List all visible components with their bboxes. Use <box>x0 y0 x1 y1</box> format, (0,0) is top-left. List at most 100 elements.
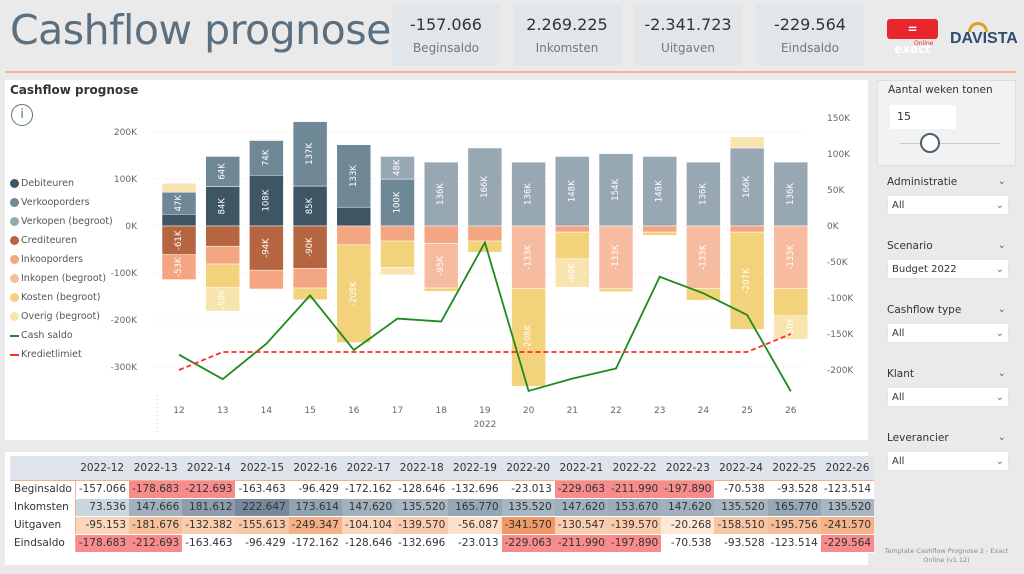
legend-label: Inkopen (begroot) <box>21 273 107 284</box>
bar-segment <box>336 244 372 343</box>
legend-label: Kredietlimiet <box>21 349 82 360</box>
bar-data-label: 166K <box>742 176 752 198</box>
column-header[interactable]: 2022-13 <box>129 456 183 481</box>
dot-marker-icon <box>10 312 19 321</box>
bar-segment <box>511 225 546 289</box>
column-header[interactable]: 2022-20 <box>501 456 555 481</box>
weeks-slider-track[interactable] <box>900 143 1000 144</box>
slicer-dropdown[interactable]: All ⌄ <box>887 387 1009 407</box>
chevron-down-icon[interactable]: ⌄ <box>997 304 1006 315</box>
column-header[interactable]: 2022-22 <box>608 456 662 481</box>
legend-item[interactable]: Debiteuren <box>10 178 74 189</box>
bar-data-label: -61K <box>174 230 184 250</box>
legend-label: Cash saldo <box>21 330 73 341</box>
column-header[interactable]: 2022-23 <box>661 456 715 481</box>
bar-segment <box>161 225 197 255</box>
weeks-input[interactable]: 15 <box>890 105 956 129</box>
legend-item[interactable]: Overig (begroot) <box>10 311 100 322</box>
slicer-dropdown[interactable]: All ⌄ <box>887 323 1009 343</box>
table-cell: -132.696 <box>448 480 502 499</box>
x-axis-tick: 22 <box>610 406 621 416</box>
legend-item[interactable]: Cash saldo <box>10 330 73 341</box>
dot-marker-icon <box>10 198 19 207</box>
table-cell: -93.528 <box>767 480 821 499</box>
legend-item[interactable]: Kosten (begroot) <box>10 292 101 303</box>
table-cell: -104.104 <box>341 516 396 535</box>
table-cell: 147.666 <box>129 498 183 517</box>
bar-segment <box>555 156 590 227</box>
slicer-dropdown[interactable]: All ⌄ <box>887 451 1009 471</box>
table-cell: -123.514 <box>820 480 875 499</box>
table-cell: -96.429 <box>288 480 342 499</box>
bar-segment <box>555 231 590 260</box>
legend-item[interactable]: Inkopen (begroot) <box>10 273 106 284</box>
column-header[interactable]: 2022-19 <box>448 456 502 481</box>
chevron-down-icon[interactable]: ⌄ <box>997 176 1006 187</box>
chevron-down-icon[interactable]: ⌄ <box>997 368 1006 379</box>
line-marker-icon <box>10 334 19 337</box>
table-cell: -181.676 <box>129 516 183 535</box>
column-header[interactable]: 2022-12 <box>75 456 130 481</box>
table-cell: -197.890 <box>608 534 662 553</box>
legend-item[interactable]: Verkopen (begroot) <box>10 216 113 227</box>
legend-item[interactable]: Inkooporders <box>10 254 83 265</box>
right-axis-tick: -150K <box>827 330 854 340</box>
legend-label: Kosten (begroot) <box>21 292 101 303</box>
bar-data-label: 136K <box>436 183 446 205</box>
right-axis-tick: 100K <box>827 150 851 160</box>
right-axis-tick: 150K <box>827 114 851 124</box>
chevron-down-icon[interactable]: ⌄ <box>997 240 1006 251</box>
table-cell: 147.620 <box>341 498 396 517</box>
column-header[interactable]: 2022-21 <box>554 456 608 481</box>
bar-data-label: 137K <box>305 143 315 165</box>
column-header[interactable]: 2022-14 <box>182 456 236 481</box>
slicer-dropdown[interactable]: Budget 2022 ⌄ <box>887 259 1009 279</box>
table-cell: 135.520 <box>395 498 449 517</box>
table-cell: -70.538 <box>661 534 715 553</box>
table-cell: 222.647 <box>235 498 289 517</box>
chevron-down-icon[interactable]: ⌄ <box>997 432 1006 443</box>
column-header[interactable]: 2022-17 <box>341 456 396 481</box>
bar-segment <box>511 161 546 227</box>
column-header[interactable]: 2022-24 <box>714 456 768 481</box>
bar-segment <box>249 269 284 290</box>
bar-data-label: 84K <box>218 198 228 215</box>
bar-segment <box>380 240 415 268</box>
bar-segment <box>423 287 459 292</box>
table-cell: -56.087 <box>448 516 502 535</box>
legend-item[interactable]: Verkooporders <box>10 197 90 208</box>
row-label: Beginsaldo <box>10 480 76 499</box>
x-axis-tick: 21 <box>567 406 578 416</box>
bar-segment <box>598 225 634 289</box>
bar-segment <box>598 153 634 227</box>
kpi-eindsaldo: -229.564 Eindsaldo <box>756 5 864 65</box>
legend-label: Inkooporders <box>21 254 83 265</box>
table-cell: -20.268 <box>661 516 715 535</box>
bar-data-label: 100K <box>393 191 403 213</box>
legend-item[interactable]: Kredietlimiet <box>10 349 82 360</box>
bar-segment <box>205 245 240 265</box>
davista-logo-arc <box>968 22 988 32</box>
bar-data-label: -50K <box>786 317 796 337</box>
bar-data-label: -95K <box>436 256 446 276</box>
column-header[interactable]: 2022-15 <box>235 456 289 481</box>
column-header[interactable]: 2022-26 <box>820 456 875 481</box>
bar-segment <box>773 315 809 340</box>
column-header[interactable]: 2022-18 <box>395 456 449 481</box>
bar-data-label: -208K <box>349 281 359 306</box>
cash-saldo-line <box>178 240 792 393</box>
weeks-slicer: Aantal weken tonen 15 <box>877 80 1016 166</box>
bar-segment <box>729 231 765 330</box>
left-axis-tick: 0K <box>125 222 138 232</box>
slicer-dropdown[interactable]: All ⌄ <box>887 195 1009 215</box>
info-icon[interactable]: i <box>11 104 33 126</box>
table-row: Inkomsten 73.536 147.666 181.612 222.647 173.… <box>10 498 875 517</box>
right-axis-tick: 0K <box>827 222 840 232</box>
column-header[interactable]: 2022-16 <box>288 456 342 481</box>
dot-marker-icon <box>10 293 19 302</box>
column-header[interactable]: 2022-25 <box>767 456 821 481</box>
weeks-slider-handle[interactable] <box>920 133 940 153</box>
legend-item[interactable]: Crediteuren <box>10 235 77 246</box>
bar-data-label: -94K <box>261 238 271 258</box>
bar-segment <box>336 225 372 246</box>
